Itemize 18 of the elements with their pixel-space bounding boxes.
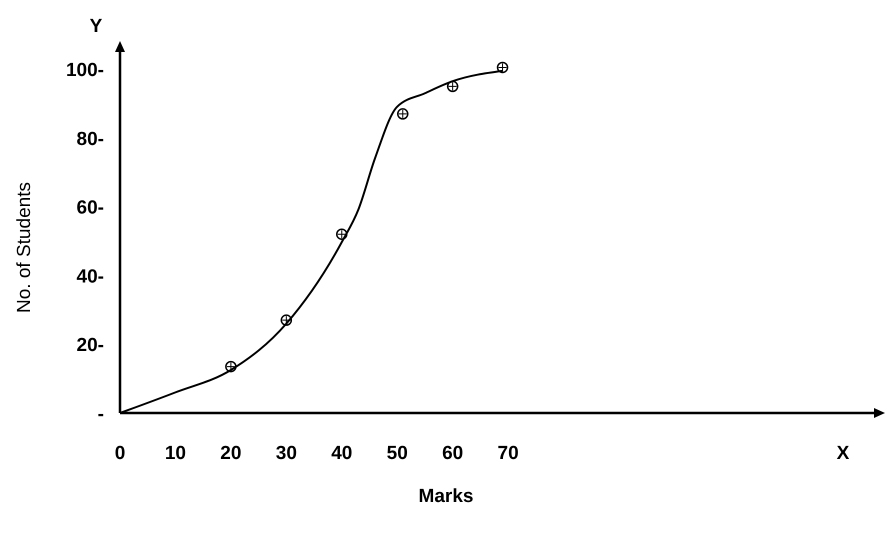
y-tick-label: 40- bbox=[76, 266, 104, 288]
text: Y bbox=[90, 16, 103, 37]
y-tick-label: 60- bbox=[76, 198, 104, 219]
x-axis-title: Marks bbox=[418, 486, 474, 507]
x-tick-label: 40 bbox=[331, 443, 352, 464]
x-tick-label: 10 bbox=[164, 443, 186, 464]
y-axis-title: No. of Students bbox=[14, 182, 35, 313]
text: X bbox=[836, 443, 850, 464]
x-tick-label: 50 bbox=[386, 443, 408, 464]
x-tick-label: 0 bbox=[114, 443, 126, 464]
y-tick-label: - bbox=[98, 404, 104, 425]
x-tick-label: 30 bbox=[276, 443, 297, 464]
x-tick-label: 60 bbox=[442, 443, 464, 464]
y-tick-label: 20- bbox=[76, 335, 104, 356]
y-tick-label: 80- bbox=[76, 128, 104, 150]
y-tick-label: 100- bbox=[66, 60, 104, 82]
x-tick-label: 20 bbox=[220, 443, 242, 464]
x-tick-label: 70 bbox=[498, 443, 519, 464]
